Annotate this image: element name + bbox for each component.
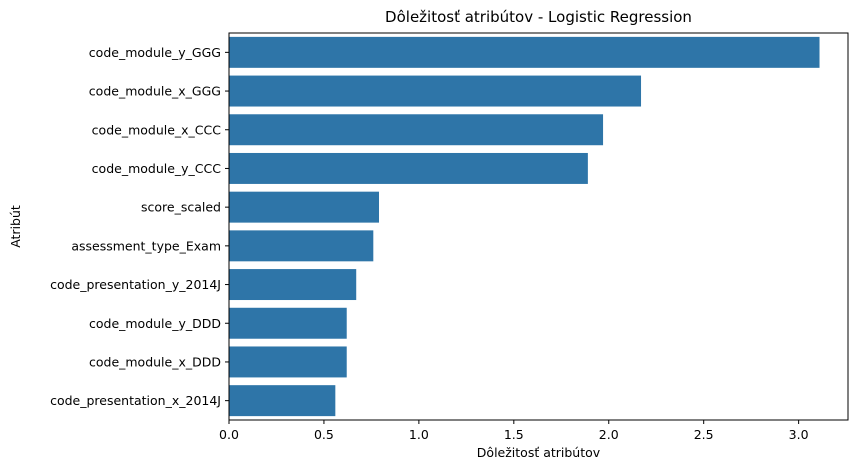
y-tick-label: code_presentation_y_2014J — [50, 277, 221, 292]
bar-code_module_x_CCC — [229, 114, 604, 146]
y-tick-label: assessment_type_Exam — [71, 238, 221, 253]
x-tick-label: 2.0 — [599, 427, 619, 442]
x-ticks-group: 0.0 0.5 1.0 1.5 2.0 2.5 3.0 — [219, 420, 809, 442]
bar-code_module_x_DDD — [229, 346, 347, 378]
x-tick-label: 3.0 — [789, 427, 809, 442]
chart-title: Dôležitosť atribútov - Logistic Regressi… — [385, 8, 692, 26]
y-tick-label: code_module_x_CCC — [92, 122, 222, 137]
bar-code_presentation_y_2014J — [229, 269, 357, 301]
y-tick-label: code_module_x_GGG — [89, 84, 221, 99]
y-tick-label: code_presentation_x_2014J — [50, 393, 221, 408]
bar-code_module_y_DDD — [229, 307, 347, 339]
bar-code_module_x_GGG — [229, 75, 642, 107]
x-tick-label: 1.0 — [409, 427, 429, 442]
bar-code_module_y_GGG — [229, 36, 820, 68]
bar-code_module_y_CCC — [229, 152, 588, 184]
x-axis-label: Dôležitosť atribútov — [477, 445, 601, 460]
x-tick-label: 1.5 — [504, 427, 524, 442]
x-tick-label: 0.0 — [219, 427, 239, 442]
y-tick-label: code_module_y_DDD — [89, 316, 221, 331]
y-ticks-group: code_module_y_GGG code_module_x_GGG code_m… — [50, 45, 229, 408]
x-tick-label: 2.5 — [694, 427, 714, 442]
y-tick-label: code_module_y_GGG — [89, 45, 221, 60]
bar-score_scaled — [229, 191, 380, 223]
bar-code_presentation_x_2014J — [229, 385, 336, 417]
y-tick-label: code_module_y_CCC — [92, 161, 222, 176]
bar-assessment_type_Exam — [229, 230, 374, 262]
y-tick-label: code_module_x_DDD — [89, 354, 221, 369]
y-tick-label: score_scaled — [141, 200, 221, 215]
bars-group — [229, 36, 820, 417]
plot-frame — [228, 32, 849, 421]
x-tick-label: 0.5 — [314, 427, 334, 442]
y-axis-label: Atribút — [8, 205, 23, 248]
